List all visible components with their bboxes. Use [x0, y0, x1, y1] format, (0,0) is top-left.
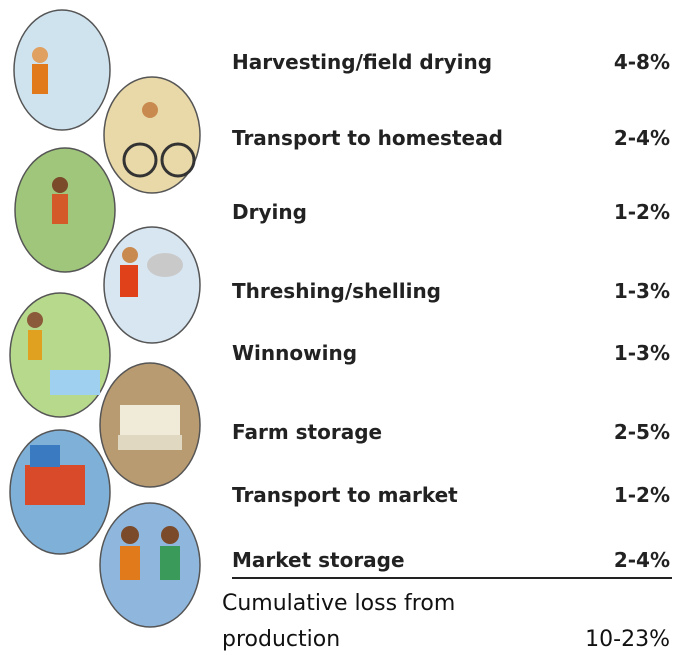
- divider: [232, 577, 672, 579]
- stage-label: Drying: [232, 200, 307, 224]
- stage-row: Winnowing 1-3%: [232, 338, 670, 368]
- stage-loss: 1-2%: [613, 483, 670, 507]
- stage-row: Threshing/shelling 1-3%: [232, 276, 670, 306]
- stage-loss: 2-5%: [613, 420, 670, 444]
- stage-row: Drying 1-2%: [232, 197, 670, 227]
- total-label: Cumulative loss from production: [222, 591, 456, 652]
- stage-label: Threshing/shelling: [232, 279, 441, 303]
- stage-loss: 1-3%: [613, 279, 670, 303]
- total-loss: 10-23%: [585, 627, 670, 652]
- stage-row: Harvesting/field drying 4-8%: [232, 47, 670, 77]
- stage-label: Farm storage: [232, 420, 383, 444]
- illustration-figures: [25, 47, 196, 580]
- stage-row: Transport to homestead 2-4%: [232, 123, 670, 153]
- stage-label: Market storage: [232, 548, 405, 572]
- illustrations: [9, 9, 201, 628]
- stage-label: Transport to market: [232, 483, 458, 507]
- stage-loss: 2-4%: [613, 126, 670, 150]
- stage-row: Transport to market 1-2%: [232, 480, 670, 510]
- stage-label: Winnowing: [232, 341, 358, 365]
- stage-label: Transport to homestead: [232, 126, 503, 150]
- stage-label: Harvesting/field drying: [232, 50, 493, 74]
- stage-loss: 1-3%: [613, 341, 670, 365]
- stage-loss: 4-8%: [613, 50, 670, 74]
- stage-loss: 2-4%: [613, 548, 670, 572]
- stage-row: Farm storage 2-5%: [232, 417, 670, 447]
- stage-loss: 1-2%: [613, 200, 670, 224]
- stage-row: Market storage 2-4%: [232, 545, 670, 575]
